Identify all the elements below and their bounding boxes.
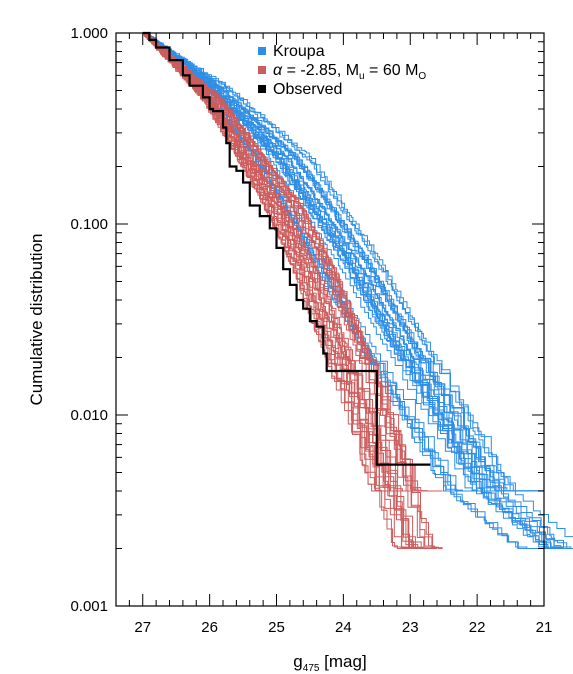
kroupa-realization-line [142,32,568,549]
x-tick-label: 27 [134,619,151,636]
legend-label-sub: u [359,71,365,82]
x-tick-label: 21 [536,619,553,636]
model-legend-swatch [258,66,266,74]
observed-legend-label: Observed [273,81,342,98]
legend-alpha-symbol: α [273,62,283,79]
model-realization-line [142,32,427,549]
x-tick-label: 24 [335,619,352,636]
observed-series-line [142,31,431,466]
y-axis-title: Cumulative distribution [27,234,46,406]
model-realization-line [142,32,425,549]
model-realization-line [142,32,427,492]
model-realization-line [142,32,432,492]
x-tick-label: 23 [402,619,419,636]
plot-frame [115,32,545,607]
y-tick-label: 0.001 [70,598,108,615]
model-realization-line [142,32,424,492]
kroupa-realization-line [142,32,544,492]
y-tick-label: 0.100 [70,216,108,233]
model-realization-line [142,32,435,549]
kroupa-legend-label: Kroupa [273,43,325,60]
ticks-layer: 27 26 25 24 23 22 21 1.000 0.100 0.010 0.001 [70,25,552,636]
kroupa-realization-line [142,32,544,492]
kroupa-realization-line [142,32,544,492]
x-tick-label: 22 [469,619,486,636]
x-tick-label: 25 [268,619,285,636]
legend-label-part: = 60 M [365,62,419,79]
x-tick-label: 26 [201,619,218,636]
model-legend-label: α = -2.85, Mu = 60 MO [273,62,426,82]
kroupa-realization-line [142,32,561,549]
x-axis-title-sub: 475 [303,663,320,674]
kroupa-legend-swatch [258,47,266,55]
x-axis-title-main: g [293,652,302,671]
y-tick-label: 1.000 [70,25,108,42]
legend-label-sub: O [418,71,426,82]
kroupa-realization-line [142,32,572,549]
kroupa-realization-line [142,32,573,549]
model-realization-line [142,32,436,549]
kroupa-realization-line [142,32,544,492]
x-axis-title-unit: [mag] [319,652,366,671]
legend-label-part: = -2.85, M [282,62,359,79]
y-tick-label: 0.010 [70,407,108,424]
x-axis-title: g475 [mag] [293,652,366,674]
model-realization-line [142,32,443,492]
observed-legend-swatch [258,85,266,93]
kroupa-realization-line [142,32,563,549]
kroupa-realization-line [142,32,559,549]
series-layer [142,31,573,549]
